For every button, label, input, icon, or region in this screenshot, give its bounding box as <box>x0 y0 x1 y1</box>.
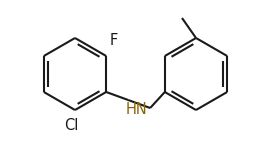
Text: Cl: Cl <box>64 118 78 133</box>
Text: HN: HN <box>125 102 147 117</box>
Text: F: F <box>109 33 117 48</box>
